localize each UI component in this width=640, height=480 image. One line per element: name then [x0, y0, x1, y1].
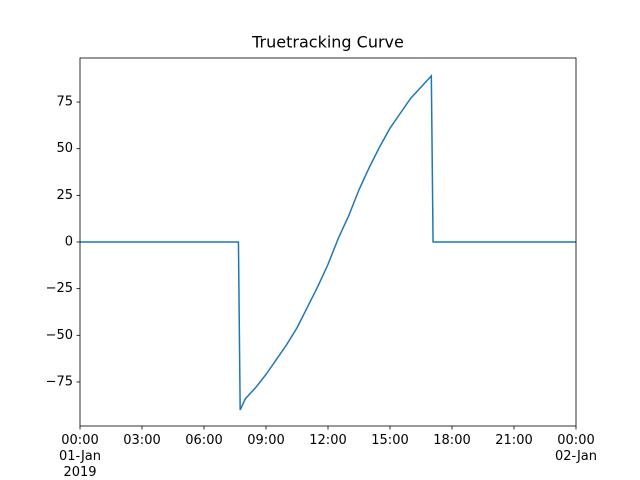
line	[80, 74, 576, 411]
y-tick-label: 75	[56, 95, 73, 110]
y-tick-label: −50	[46, 328, 73, 343]
y-tick-label: 0	[65, 235, 73, 250]
x-tick-label: 15:00	[371, 433, 409, 448]
x-tick-label: 12:00	[309, 433, 347, 448]
x-tick-label: 09:00	[247, 433, 285, 448]
x-tick-label: 18:00	[433, 433, 471, 448]
y-tick-label: −75	[46, 374, 73, 389]
y-tick-label: 25	[56, 188, 73, 203]
x-tick-label: 03:00	[123, 433, 161, 448]
plot-frame	[79, 57, 577, 427]
x-tick-label: 06:00	[185, 433, 223, 448]
y-tick-label: −25	[46, 281, 73, 296]
chart-title: Truetracking Curve	[251, 33, 404, 52]
y-tick-label: 50	[56, 141, 73, 156]
x-tick-label: 21:00	[495, 433, 533, 448]
x-tick-label: 00:00 02-Jan	[555, 433, 597, 464]
x-tick-label: 00:00 01-Jan 2019	[59, 433, 101, 480]
